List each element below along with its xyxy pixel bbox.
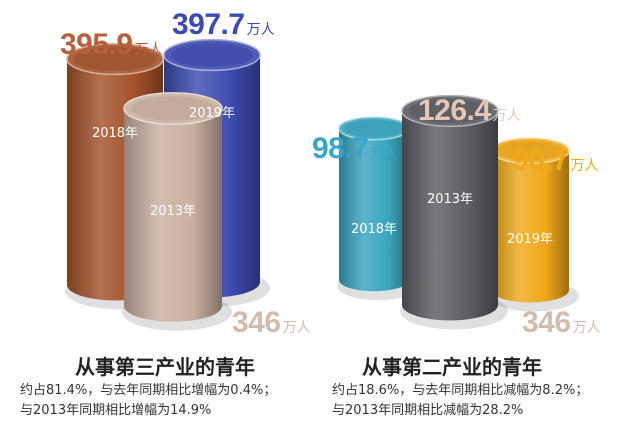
year-label-right-2019: 2019年 (506, 232, 554, 247)
left-description-line-2: 与2013年同期相比增幅为14.9% (20, 403, 212, 419)
right-chart-title: 从事第二产业的青年 (362, 355, 542, 379)
value-label-right-2013-base-unit: 万人 (572, 319, 601, 335)
year-label-left-2018: 2018年 (91, 126, 139, 141)
left-chart-title: 从事第三产业的青年 (75, 355, 255, 379)
cylinder-bar-right-2019年 (489, 137, 579, 312)
year-label-right-2018: 2018年 (350, 222, 398, 237)
value-label-right-2013-base-number: 346 (522, 306, 571, 339)
value-label-right-2013-base: 346 万人 (522, 308, 601, 338)
year-label-left-2013: 2013年 (149, 204, 197, 219)
cylinder-bar-right-2013年 (400, 94, 508, 330)
cylinder-bar-right-2018年 (337, 116, 419, 301)
year-label-right-2013: 2013年 (426, 192, 474, 207)
right-description-line-2: 与2013年同期相比减幅为28.2% (332, 403, 524, 419)
value-label-right-2018: 98.7 万人 (312, 132, 399, 165)
value-label-right-2019: 90.7 万人 (512, 144, 599, 177)
value-label-left-2019: 397.7 万人 (172, 8, 275, 41)
left-description: 约占81.4%，与去年同期相比增幅为0.4%； 与2013年同期相比增幅为14.… (20, 381, 276, 421)
left-description-line-1: 约占81.4%，与去年同期相比增幅为0.4%； (20, 383, 277, 398)
value-label-left-2013: 346 万人 (232, 306, 311, 339)
value-label-left-2018: 395.9 万人 (60, 28, 163, 61)
right-description-line-1: 约占18.6%，与去年同期相比减幅为8.2%； (332, 383, 589, 398)
right-description: 约占18.6%，与去年同期相比减幅为8.2%； 与2013年同期相比减幅为28.… (332, 381, 588, 421)
cylinder-bar-left-2013年 (122, 92, 232, 331)
year-label-left-2019: 2019年 (188, 106, 236, 121)
value-label-right-2013: 126.4 万人 (418, 94, 521, 127)
